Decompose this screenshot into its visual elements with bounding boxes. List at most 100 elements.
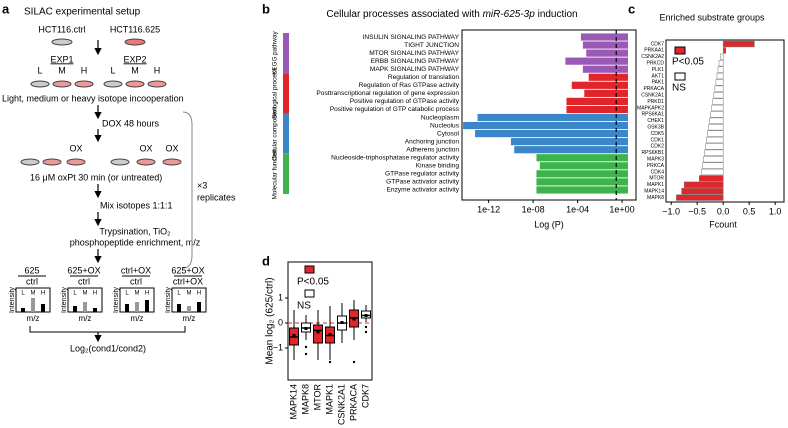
category-label: CDK4 <box>651 169 665 175</box>
bar <box>706 136 724 144</box>
spectrum-top: 625 <box>24 265 39 275</box>
bar <box>709 117 724 124</box>
category-label: CDK1 <box>651 137 665 143</box>
bar <box>722 47 727 54</box>
category-label: INSULIN SIGNALING PATHWAY <box>363 34 460 41</box>
outlier <box>364 330 368 334</box>
ox: OX <box>139 143 152 153</box>
legend-label: P<0.05 <box>672 57 704 68</box>
bar <box>582 41 628 49</box>
peak-label: M <box>31 291 36 297</box>
peak-label: H <box>93 291 97 297</box>
dish <box>162 158 182 166</box>
category-label: Nucleoside-triphosphatase regulator acti… <box>331 155 460 162</box>
x-tick-label: MTOR <box>312 384 322 411</box>
isotope: M <box>131 65 139 75</box>
x-axis-label: Fcount <box>709 219 737 229</box>
mean <box>292 334 296 337</box>
bar <box>582 65 628 73</box>
bar <box>716 72 724 80</box>
bar <box>722 40 755 48</box>
y-axis-label: Mean log₂ (625/ctrl) <box>265 277 276 364</box>
x-tick-label: CSNK2A1 <box>336 384 346 425</box>
title-part: miR-625-3p <box>483 9 536 20</box>
bar <box>475 130 628 138</box>
bracket <box>29 326 186 340</box>
category-label: CDK2 <box>651 144 665 150</box>
mean <box>316 330 320 334</box>
bar <box>536 154 628 162</box>
bar <box>676 194 724 201</box>
peak-label: L <box>21 291 25 297</box>
panel-a: a SILAC experimental setup HCT116.ctrl H… <box>2 1 236 353</box>
dish <box>124 38 146 46</box>
x-tick-label: 1e+00 <box>609 204 634 214</box>
panel-letter: c <box>628 1 635 16</box>
category-label: PRKCD <box>646 61 664 67</box>
bar <box>566 105 628 114</box>
panel-letter: b <box>262 1 270 16</box>
bar <box>463 121 628 130</box>
category-label: Cytosol <box>437 130 460 137</box>
step: DOX 48 hours <box>102 118 160 128</box>
peak <box>125 304 129 312</box>
bar <box>720 53 724 60</box>
legend-label: NS <box>672 83 686 94</box>
peak-label: H <box>41 291 45 297</box>
category-label: MAPK14 <box>644 189 664 195</box>
peak <box>31 298 35 312</box>
category-label: PLK1 <box>652 67 664 73</box>
category-label: GTPase activator activity <box>386 179 460 186</box>
category-label: PAK1 <box>652 80 665 86</box>
x-tick-label: 0.0 <box>717 206 730 216</box>
outlier <box>304 345 308 349</box>
category-label: MTOR SIGNALING PATHWAY <box>369 50 459 57</box>
bar <box>586 49 628 57</box>
bar <box>714 85 724 92</box>
dishes <box>20 158 182 166</box>
bar <box>681 188 724 195</box>
category-label: Enzyme activator activity <box>386 187 459 194</box>
category-label: Posttranscriptional regulation of gene e… <box>316 90 459 97</box>
replicates: replicates <box>197 192 236 202</box>
x-tick-label: 1e-08 <box>522 204 545 214</box>
bar <box>514 146 628 154</box>
bar <box>717 66 724 73</box>
peak-label: L <box>73 291 77 297</box>
bar <box>705 143 724 150</box>
category-label: PRKD1 <box>647 99 664 105</box>
peak-label: L <box>177 291 181 297</box>
legend-swatch <box>674 46 686 55</box>
y-tick-label: −1 <box>273 342 283 352</box>
bar <box>711 104 724 112</box>
ox: OX <box>69 143 82 153</box>
peak <box>135 302 139 312</box>
spectrum-bottom: ctrl <box>130 276 142 286</box>
isotope: H <box>81 65 88 75</box>
group-label: Biological process <box>272 68 279 119</box>
category-label: ERBB SIGNALING PATHWAY <box>371 58 460 65</box>
bar <box>699 175 724 182</box>
step: Mix isotopes 1:1:1 <box>100 200 173 210</box>
peak <box>187 306 191 312</box>
dish <box>136 158 156 166</box>
legend-swatch <box>304 265 315 274</box>
bracket <box>182 111 193 269</box>
category-label: RPS6KB1 <box>641 150 664 156</box>
peak-label: H <box>145 291 149 297</box>
x-tick-label: PRKACA <box>348 384 358 421</box>
experiment: EXP1 <box>50 54 73 64</box>
dish <box>74 80 94 88</box>
spectrum-top: 625+OX <box>171 265 204 275</box>
isotope: H <box>154 65 161 75</box>
chart-title: Cellular processes associated with miR-6… <box>326 9 577 20</box>
peak-label: M <box>187 291 192 297</box>
category-label: MTOR <box>649 176 664 182</box>
peak-label: M <box>83 291 88 297</box>
peak <box>177 304 181 312</box>
x-tick-label: CDK7 <box>360 384 370 408</box>
x-tick-label: MAPK14 <box>288 384 298 420</box>
category-label: PRKACA <box>643 86 664 92</box>
category-label: Nucleoplasm <box>421 114 460 121</box>
